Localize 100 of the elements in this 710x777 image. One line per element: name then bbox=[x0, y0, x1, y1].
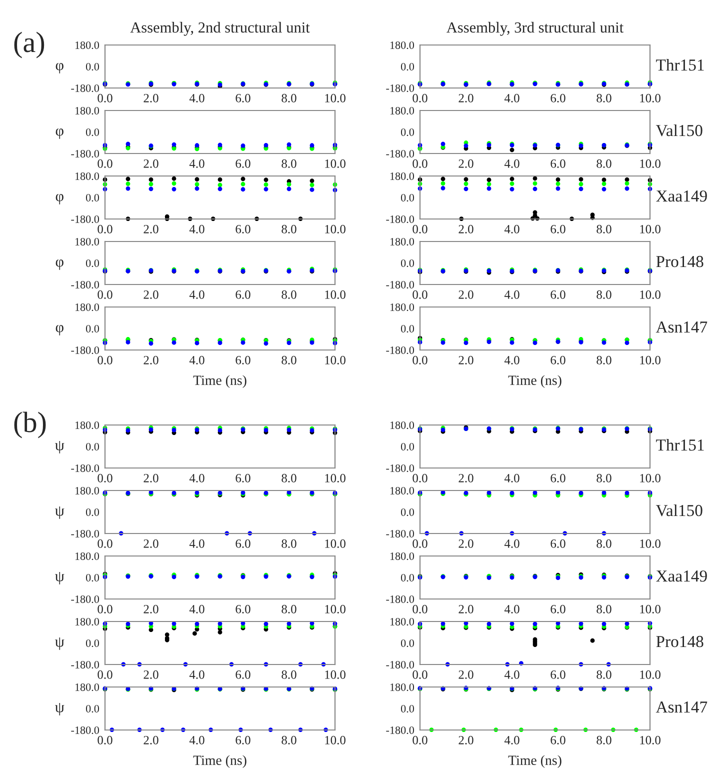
x-tick-label: 4.0 bbox=[504, 224, 520, 234]
y-tick-label: 180.0 bbox=[75, 172, 100, 180]
x-tick-label: 4.0 bbox=[504, 539, 520, 548]
x-tick-label: 0.0 bbox=[412, 159, 428, 168]
x-tick-label: 10.0 bbox=[325, 736, 346, 744]
x-tick-label: 6.0 bbox=[236, 159, 250, 168]
x-tick-label: 2.0 bbox=[144, 159, 158, 168]
x-tick-label: 2.0 bbox=[144, 736, 158, 744]
x-tick-label: 4.0 bbox=[189, 604, 204, 614]
x-tick-label: 4.0 bbox=[189, 474, 204, 482]
y-tick-label: 0.0 bbox=[400, 259, 414, 268]
y-tick-label: 180.0 bbox=[390, 618, 414, 626]
x-tick-label: 8.0 bbox=[282, 539, 296, 548]
x-tick-label: 8.0 bbox=[596, 539, 612, 548]
x-tick-label: 4.0 bbox=[504, 736, 520, 744]
x-tick-label: 0.0 bbox=[98, 290, 112, 299]
y-tick-label: 180.0 bbox=[75, 106, 100, 115]
x-tick-label: 0.0 bbox=[98, 539, 112, 548]
y-axis-title: ψ bbox=[55, 637, 64, 650]
x-tick-label: 2.0 bbox=[458, 670, 474, 679]
x-tick-label: 8.0 bbox=[596, 604, 612, 614]
x-tick-label: 6.0 bbox=[550, 356, 566, 364]
text: Thr151 bbox=[656, 58, 704, 71]
x-tick-label: 8.0 bbox=[596, 290, 612, 299]
y-tick-label: 0.0 bbox=[86, 194, 100, 202]
x-tick-label: 4.0 bbox=[189, 356, 204, 364]
y-tick-label: 0.0 bbox=[86, 704, 100, 713]
y-tick-label: -180.0 bbox=[71, 150, 100, 158]
text: Pro148 bbox=[656, 256, 704, 268]
text: Val150 bbox=[656, 124, 702, 136]
x-tick-label: 4.0 bbox=[504, 604, 520, 614]
x-axis-title: Time (ns) bbox=[508, 755, 562, 768]
y-tick-label: 180.0 bbox=[75, 683, 100, 692]
y-tick-label: 180.0 bbox=[390, 421, 414, 430]
x-tick-label: 8.0 bbox=[282, 604, 296, 614]
x-tick-label: 4.0 bbox=[189, 159, 204, 168]
x-tick-label: 8.0 bbox=[282, 224, 296, 234]
text: Pro148 bbox=[656, 636, 704, 648]
x-tick-label: 0.0 bbox=[412, 94, 428, 102]
y-tick-label: -180.0 bbox=[386, 215, 414, 224]
x-tick-label: 2.0 bbox=[458, 224, 474, 234]
chart-title: Assembly, 2nd structural unit bbox=[130, 22, 310, 36]
x-tick-label: 8.0 bbox=[596, 356, 612, 364]
y-tick-label: 0.0 bbox=[86, 259, 100, 268]
x-tick-label: 6.0 bbox=[236, 736, 250, 744]
x-tick-label: 4.0 bbox=[504, 94, 520, 102]
x-tick-label: 10.0 bbox=[325, 290, 346, 299]
x-tick-label: 10.0 bbox=[325, 356, 346, 364]
x-tick-label: 6.0 bbox=[236, 539, 250, 548]
x-tick-label: 2.0 bbox=[144, 224, 158, 234]
x-tick-label: 6.0 bbox=[236, 356, 250, 364]
y-tick-label: 180.0 bbox=[75, 552, 100, 560]
x-tick-label: 6.0 bbox=[236, 290, 250, 299]
x-tick-label: 0.0 bbox=[412, 290, 428, 299]
x-tick-label: 8.0 bbox=[596, 736, 612, 744]
y-tick-label: 180.0 bbox=[390, 106, 414, 115]
y-tick-label: 180.0 bbox=[75, 238, 100, 246]
y-tick-label: 180.0 bbox=[75, 303, 100, 312]
x-tick-label: 10.0 bbox=[640, 224, 660, 234]
x-tick-label: 10.0 bbox=[325, 159, 346, 168]
text: Xaa149 bbox=[656, 190, 707, 202]
y-tick-label: 180.0 bbox=[75, 41, 100, 50]
y-tick-label: -180.0 bbox=[71, 215, 100, 224]
y-tick-label: 0.0 bbox=[86, 324, 100, 333]
x-axis-title: Time (ns) bbox=[193, 375, 246, 388]
x-tick-label: 8.0 bbox=[596, 159, 612, 168]
x-tick-label: 8.0 bbox=[282, 159, 296, 168]
x-tick-label: 2.0 bbox=[458, 736, 474, 744]
x-tick-label: 2.0 bbox=[144, 94, 158, 102]
y-tick-label: -180.0 bbox=[71, 280, 100, 289]
text: (a) bbox=[14, 32, 44, 58]
y-tick-label: 0.0 bbox=[86, 442, 100, 451]
y-tick-label: 0.0 bbox=[86, 508, 100, 516]
x-tick-label: 4.0 bbox=[189, 539, 204, 548]
x-tick-label: 4.0 bbox=[504, 290, 520, 299]
y-tick-label: -180.0 bbox=[386, 84, 414, 92]
y-tick-label: 180.0 bbox=[75, 421, 100, 430]
x-tick-label: 2.0 bbox=[458, 539, 474, 548]
x-tick-label: 8.0 bbox=[282, 670, 296, 679]
y-tick-label: 0.0 bbox=[400, 62, 414, 71]
text: Asn147 bbox=[656, 702, 708, 713]
y-tick-label: -180.0 bbox=[71, 726, 100, 734]
x-tick-label: 10.0 bbox=[325, 94, 346, 102]
x-tick-label: 8.0 bbox=[596, 224, 612, 234]
x-tick-label: 6.0 bbox=[236, 474, 250, 482]
x-tick-label: 10.0 bbox=[640, 670, 660, 679]
text: Asn147 bbox=[656, 322, 708, 333]
chart-title: Assembly, 3rd structural unit bbox=[446, 22, 624, 36]
x-tick-label: 6.0 bbox=[550, 474, 566, 482]
x-tick-label: 6.0 bbox=[236, 670, 250, 679]
y-axis-title: φ bbox=[56, 259, 64, 270]
x-tick-label: 0.0 bbox=[412, 224, 428, 234]
x-tick-label: 0.0 bbox=[412, 474, 428, 482]
x-tick-label: 0.0 bbox=[98, 670, 112, 679]
y-axis-title: ψ bbox=[55, 440, 64, 454]
y-tick-label: -180.0 bbox=[386, 726, 414, 734]
x-tick-label: 6.0 bbox=[550, 94, 566, 102]
x-tick-label: 0.0 bbox=[98, 94, 112, 102]
y-tick-label: 180.0 bbox=[390, 683, 414, 692]
x-tick-label: 10.0 bbox=[325, 474, 346, 482]
